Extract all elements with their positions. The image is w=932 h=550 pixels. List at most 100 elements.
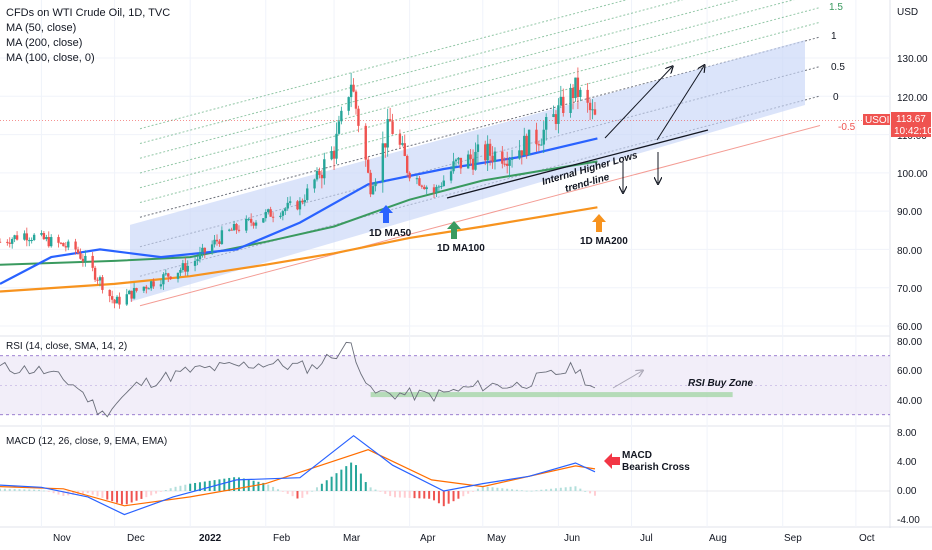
symbol-title[interactable]: CFDs on WTI Crude Oil, 1D, TVC (6, 7, 171, 19)
macd-histogram-bar (28, 489, 31, 491)
price-tick: 80.00 (897, 246, 922, 257)
macd-histogram-bar (164, 490, 167, 491)
macd-histogram-bar (301, 491, 304, 498)
candle-body (57, 237, 60, 243)
candle-body (318, 171, 321, 175)
projection-arrow (604, 67, 672, 139)
macd-histogram-bar (291, 491, 294, 497)
time-label: 2022 (199, 533, 222, 544)
candle-body (269, 209, 272, 217)
candle-body (74, 241, 77, 250)
macd-histogram-bar (198, 482, 201, 491)
macd-histogram-bar (237, 477, 240, 491)
macd-histogram-bar (169, 488, 172, 491)
candle-body (466, 154, 470, 169)
macd-histogram-bar (359, 473, 362, 491)
macd-histogram-bar (247, 479, 250, 491)
candle-body (354, 91, 358, 109)
candle-body (162, 274, 165, 285)
candle-body (252, 222, 255, 226)
price-tag-symbol: USOIL (865, 115, 895, 126)
candle-body (262, 218, 265, 223)
macd-histogram-bar (437, 491, 440, 504)
macd-histogram-bar (203, 481, 206, 491)
candle-body (113, 299, 116, 304)
macd-histogram-bar (413, 491, 416, 499)
macd-histogram-bar (452, 491, 455, 502)
macd-histogram-bar (155, 491, 158, 494)
macd-histogram-bar (335, 473, 338, 491)
macd-histogram-bar (18, 489, 21, 491)
candle-body (501, 151, 504, 164)
macd-histogram-bar (589, 491, 592, 494)
candle-body (93, 267, 97, 280)
candle-body (440, 186, 443, 188)
candle-body (10, 239, 14, 244)
candle-body (554, 114, 558, 124)
ma100-line (0, 160, 598, 266)
macd-histogram-bar (491, 487, 494, 491)
candle-body (108, 289, 111, 297)
candle-body (540, 144, 543, 146)
candle-body (79, 253, 82, 259)
macd-histogram-bar (379, 491, 382, 492)
candle-body (457, 157, 460, 160)
macd-histogram-bar (130, 491, 133, 503)
candle-body (152, 281, 155, 287)
price-tag-value: 113.67 (896, 114, 926, 125)
candle-body (81, 258, 85, 262)
price-tick: 60.00 (897, 322, 922, 333)
candle-body (135, 288, 138, 291)
candle-body (284, 208, 287, 212)
macd-histogram-bar (579, 488, 582, 491)
candle-body (340, 110, 343, 122)
rsi-zone-annotation: RSI Buy Zone (688, 378, 753, 389)
macd-histogram-bar (520, 490, 523, 492)
macd-histogram-bar (140, 491, 143, 499)
candle-body (357, 108, 360, 126)
candle-body (593, 109, 597, 115)
macd-histogram-bar (267, 484, 270, 491)
candle-body (369, 172, 372, 195)
candle-body (101, 277, 104, 290)
candle-body (579, 89, 582, 97)
macd-histogram-bar (369, 487, 372, 491)
candle-body (315, 171, 319, 180)
candle-body (25, 233, 29, 241)
macd-histogram-bar (72, 491, 75, 495)
macd-cross-arrow (604, 453, 620, 469)
candle-body (235, 223, 238, 230)
candle-body (98, 277, 102, 281)
candle-body (425, 187, 428, 190)
ma200-legend[interactable]: MA (200, close) (6, 37, 83, 49)
drawings (379, 66, 709, 469)
macd-histogram-bar (355, 465, 357, 491)
candle-body (176, 272, 180, 279)
macd-histogram-bar (345, 466, 348, 491)
candle-body (142, 286, 146, 291)
candle-body (210, 244, 214, 253)
time-label: Sep (784, 533, 802, 544)
macd-histogram-bar (276, 489, 279, 491)
candle-body (232, 223, 236, 231)
candle-body (486, 143, 489, 161)
candle-body (23, 233, 26, 240)
candle-body (271, 216, 275, 218)
ma50-legend[interactable]: MA (50, close) (6, 22, 77, 34)
candle-body (337, 121, 341, 134)
candle-body (542, 129, 545, 145)
macd-histogram-bar (184, 484, 187, 491)
time-label: Oct (859, 533, 875, 544)
time-label: Jun (564, 533, 580, 544)
macd-histogram-bar (0, 488, 1, 491)
candle-body (247, 218, 250, 220)
macd-histogram-bar (145, 491, 148, 498)
candle-body (76, 249, 80, 254)
candle-body (408, 172, 411, 179)
candle-body (296, 201, 299, 210)
candle-body (437, 186, 441, 188)
ma100-legend[interactable]: MA (100, close, 0) (6, 52, 95, 64)
macd-annotation-1: MACD (622, 450, 652, 461)
candle-body (386, 119, 389, 148)
